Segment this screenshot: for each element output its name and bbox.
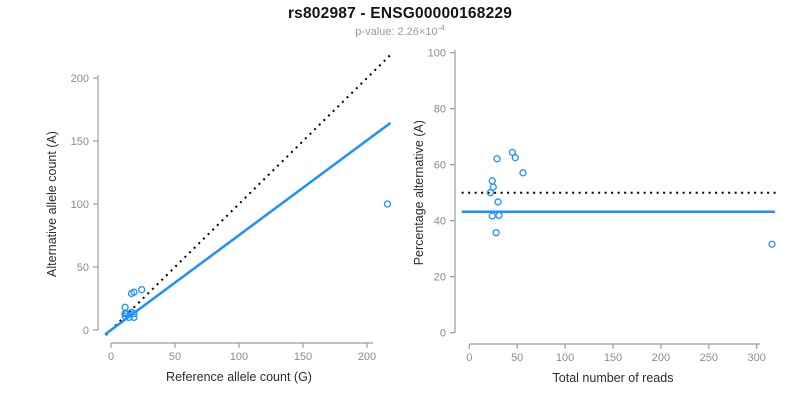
x-tick-label: 50 bbox=[169, 351, 181, 363]
data-point bbox=[511, 154, 519, 162]
data-point bbox=[519, 169, 527, 177]
y-axis-title: Percentage alternative (A) bbox=[412, 120, 426, 265]
y-tick-label: 60 bbox=[434, 160, 446, 172]
pvalue-text: p-value: 2.26×10 bbox=[355, 26, 438, 38]
x-tick-label: 0 bbox=[108, 351, 114, 363]
data-point bbox=[121, 303, 129, 311]
data-point bbox=[130, 288, 138, 296]
x-tick-label: 300 bbox=[748, 352, 766, 364]
y-tick-label: 20 bbox=[434, 272, 446, 284]
data-point bbox=[495, 211, 503, 220]
y-axis-title: Alternative allele count (A) bbox=[45, 131, 59, 277]
x-tick-label: 150 bbox=[294, 351, 312, 363]
data-point bbox=[494, 198, 502, 206]
y-tick-label: 80 bbox=[434, 104, 446, 116]
data-point bbox=[489, 183, 497, 191]
x-axis-title: Total number of reads bbox=[553, 371, 674, 385]
y-tick-label: 150 bbox=[71, 136, 89, 148]
data-point bbox=[768, 240, 776, 248]
identity-line bbox=[105, 54, 391, 336]
pvalue-exponent: -4 bbox=[437, 23, 445, 33]
y-tick-label: 0 bbox=[83, 325, 89, 337]
x-tick-label: 100 bbox=[556, 352, 574, 364]
y-tick-label: 0 bbox=[440, 328, 446, 340]
x-tick-label: 200 bbox=[358, 351, 376, 363]
x-tick-label: 100 bbox=[230, 351, 248, 363]
x-tick-label: 50 bbox=[511, 352, 523, 364]
x-tick-label: 0 bbox=[466, 352, 472, 364]
fit-line bbox=[104, 121, 392, 336]
left-plot: 0 50 100 150 200 0 50 100 150 200 Reference allele… bbox=[45, 54, 392, 384]
figure-title: rs802987 - ENSG00000168229 bbox=[287, 5, 513, 22]
y-tick-label: 50 bbox=[77, 262, 89, 274]
data-point bbox=[508, 148, 517, 157]
data-point bbox=[493, 155, 501, 163]
y-tick-label: 40 bbox=[434, 216, 446, 228]
x-tick-label: 250 bbox=[700, 352, 718, 364]
data-point bbox=[125, 313, 133, 322]
figure-header: rs802987 - ENSG00000168229 p-value: 2.26… bbox=[0, 0, 800, 38]
data-point bbox=[138, 286, 146, 294]
x-tick-label: 150 bbox=[604, 352, 622, 364]
x-axis-title: Reference allele count (G) bbox=[166, 370, 312, 384]
data-point bbox=[488, 177, 496, 185]
x-tick-label: 200 bbox=[652, 352, 670, 364]
data-point bbox=[492, 229, 500, 237]
y-tick-label: 100 bbox=[428, 48, 446, 60]
figure-pvalue: p-value: 2.26×10-4 bbox=[0, 23, 800, 38]
data-point bbox=[130, 309, 138, 318]
data-point bbox=[130, 313, 138, 322]
right-plot: 0 20 40 60 80 100 0 50 100 150 200 250 300 Total numb… bbox=[412, 48, 778, 385]
data-point bbox=[488, 212, 496, 220]
y-tick-label: 100 bbox=[71, 199, 89, 211]
y-tick-label: 200 bbox=[71, 73, 89, 85]
data-point bbox=[383, 200, 392, 208]
data-point bbox=[486, 189, 495, 197]
